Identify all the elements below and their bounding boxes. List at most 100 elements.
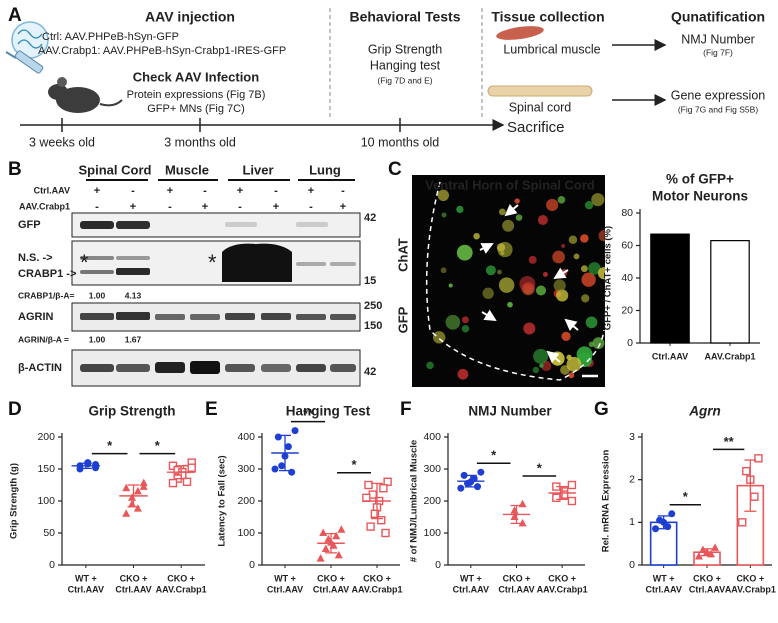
y-tick-label: 2 xyxy=(629,473,635,485)
mw-marker: 15 xyxy=(364,275,376,287)
data-point xyxy=(128,499,137,508)
lane-sign: - xyxy=(168,201,172,213)
x-tick-label: Ctrl.AAV xyxy=(68,584,104,594)
data-point xyxy=(460,471,468,479)
western-blot-images xyxy=(71,212,361,387)
data-point xyxy=(288,468,296,476)
figure-ref: (Fig 7F) xyxy=(703,47,733,57)
cell xyxy=(576,346,593,363)
tissue-header: Liver xyxy=(242,162,273,177)
cell xyxy=(597,267,605,280)
data-point xyxy=(518,518,527,527)
chart-title: % of GFP+ xyxy=(666,172,734,187)
bar xyxy=(710,240,750,344)
y-axis-label: Grip Strength (g) xyxy=(9,463,20,539)
cell xyxy=(500,251,505,256)
cell xyxy=(498,208,506,216)
cell xyxy=(461,316,469,324)
quant-label: Gene expression xyxy=(671,88,766,102)
significance-label: * xyxy=(107,438,113,453)
data-point xyxy=(381,528,390,538)
data-point xyxy=(366,522,375,531)
cell xyxy=(485,265,496,276)
quant-label: NMJ Number xyxy=(681,32,755,46)
cell xyxy=(497,269,502,275)
y-axis-label: GFP+ / ChAT+ cells (%) xyxy=(603,226,614,330)
channel-label: GFP xyxy=(395,306,410,333)
lane-sign: - xyxy=(309,201,313,213)
x-tick-label: CKO + xyxy=(363,573,391,583)
x-tick-label: WT + xyxy=(653,573,675,583)
cell xyxy=(592,337,605,350)
ratio-value: 1.00 xyxy=(89,334,106,344)
x-tick-label: AAV.Crabp1 xyxy=(156,584,207,594)
data-point xyxy=(559,490,569,499)
panel-letter: C xyxy=(388,159,402,180)
channel-label: ChAT xyxy=(395,238,410,272)
data-point xyxy=(271,465,279,473)
cell xyxy=(456,205,464,214)
data-point xyxy=(139,482,148,490)
lane-sign: - xyxy=(341,185,345,197)
data-point xyxy=(370,509,380,518)
micrograph-title: Ventral Horn of Spinal Cord xyxy=(425,177,595,192)
y-tick-label: 50 xyxy=(43,527,55,539)
y-tick-label: 100 xyxy=(237,527,255,539)
x-tick-label: Ctrl.AAV xyxy=(267,584,303,594)
cell xyxy=(580,265,588,273)
cell xyxy=(542,271,548,277)
data-point xyxy=(750,492,759,501)
cell xyxy=(581,272,596,287)
chart-title: Motor Neurons xyxy=(652,189,748,204)
cell xyxy=(514,198,520,204)
data-point xyxy=(474,483,482,491)
micrograph xyxy=(412,175,605,387)
cell xyxy=(573,253,580,260)
panel-letter: B xyxy=(8,159,22,180)
y-tick-label: 200 xyxy=(423,495,441,507)
y-axis-label: Rel. mRNA Expression xyxy=(601,450,612,553)
cell xyxy=(523,322,536,335)
cell xyxy=(448,283,453,288)
y-tick-label: 0 xyxy=(629,559,635,571)
cell xyxy=(552,250,565,264)
timepoint: 3 months old xyxy=(164,135,236,149)
cell xyxy=(432,331,446,344)
data-point xyxy=(383,477,392,486)
cell xyxy=(561,331,571,341)
lane-sign: + xyxy=(273,201,279,213)
cell xyxy=(519,275,536,292)
data-point xyxy=(694,551,703,560)
cell xyxy=(550,351,565,366)
data-point xyxy=(139,478,148,487)
data-point xyxy=(334,550,343,559)
significance-label: * xyxy=(155,438,161,453)
x-tick-label: CKO + xyxy=(503,573,531,583)
y-axis-label: Latency to Fall (sec) xyxy=(217,455,228,546)
data-point xyxy=(477,468,485,476)
y-tick-label: 150 xyxy=(37,463,55,475)
cell xyxy=(568,372,575,379)
lane-sign: - xyxy=(95,201,99,213)
data-point xyxy=(742,466,751,476)
y-tick-label: 3 xyxy=(629,431,635,443)
timepoint: 10 months old xyxy=(361,135,440,149)
data-point xyxy=(319,528,328,536)
data-point xyxy=(377,516,386,525)
x-tick-label: WT + xyxy=(75,573,97,583)
x-tick-label: WT + xyxy=(460,573,482,583)
y-tick-label: 20 xyxy=(621,304,633,316)
x-tick-label: Ctrl.AAV xyxy=(652,351,688,361)
y-tick-label: 400 xyxy=(237,431,255,443)
data-point xyxy=(379,484,388,493)
data-point xyxy=(754,454,763,463)
data-point xyxy=(337,525,346,533)
data-point xyxy=(278,462,286,470)
tissue-header: Lung xyxy=(309,162,341,177)
figure-ref: (Fig 7G and Fig S5B) xyxy=(678,104,758,114)
cell xyxy=(561,243,566,249)
lane-sign: + xyxy=(202,201,208,213)
x-tick-label: CKO + xyxy=(167,573,195,583)
cell xyxy=(553,279,566,292)
